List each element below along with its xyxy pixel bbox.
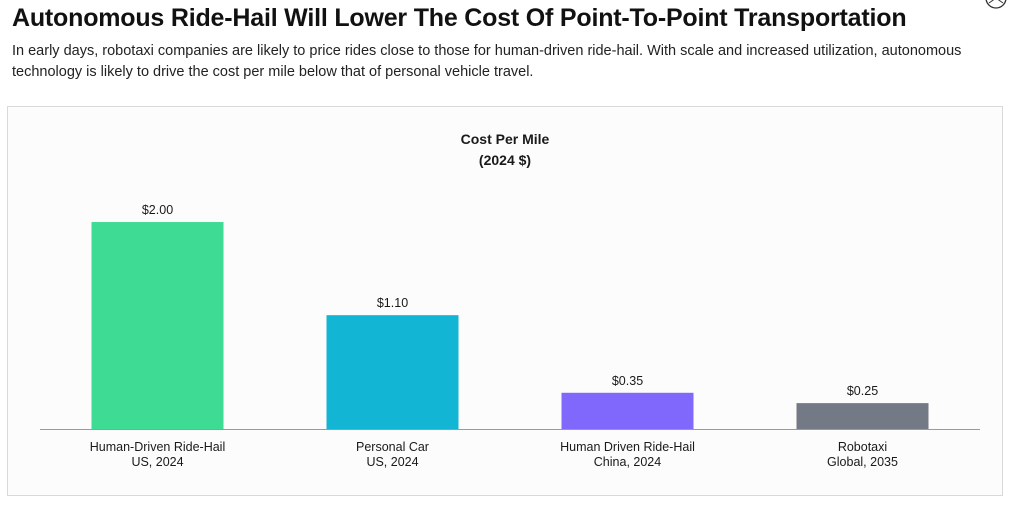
bar <box>326 315 459 429</box>
category-tick-label: Human-Driven Ride-Hail <box>90 440 225 454</box>
category-tick-label: Global, 2035 <box>827 455 898 469</box>
category-tick-label: China, 2024 <box>594 455 661 469</box>
chart-title: Cost Per Mile <box>461 131 550 147</box>
chart-subtitle: (2024 $) <box>479 152 531 168</box>
category-tick-label: Robotaxi <box>838 440 887 454</box>
category-tick-label: US, 2024 <box>131 455 183 469</box>
page-subtitle: In early days, robotaxi companies are li… <box>12 43 962 80</box>
bar-chart: Cost Per Mile (2024 $) $2.00 Human-Driven… <box>40 131 980 469</box>
chart-panel: Cost Per Mile (2024 $) $2.00 Human-Driven… <box>7 106 1003 496</box>
category-tick-label: US, 2024 <box>366 455 418 469</box>
bar <box>91 222 224 429</box>
bar-value-label: $2.00 <box>142 203 173 217</box>
category-tick-label: Personal Car <box>356 440 429 454</box>
bar-value-label: $1.10 <box>377 296 408 310</box>
bar-value-label: $0.25 <box>847 384 878 398</box>
bar-value-label: $0.35 <box>612 374 643 388</box>
bar <box>796 403 929 429</box>
bar <box>561 392 694 429</box>
category-tick-label: Human Driven Ride-Hail <box>560 440 695 454</box>
page-title: Autonomous Ride-Hail Will Lower The Cost… <box>12 4 907 32</box>
circle-logo-icon <box>985 0 1007 9</box>
